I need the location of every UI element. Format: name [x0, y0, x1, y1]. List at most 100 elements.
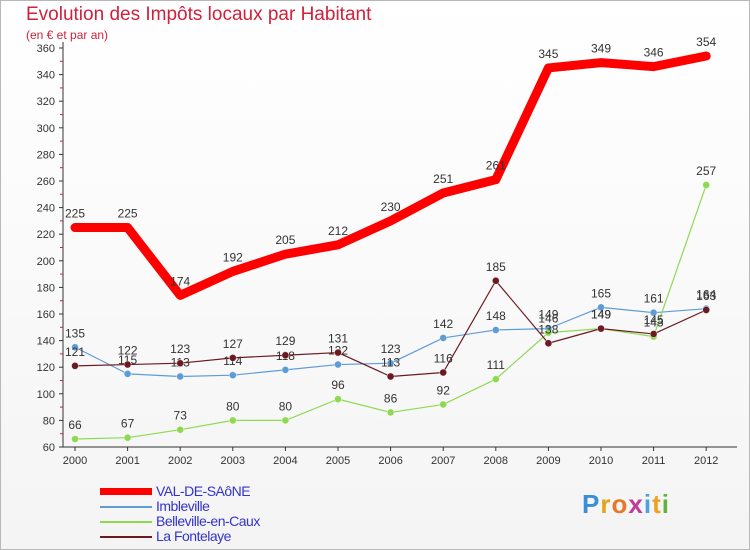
x-tick-label: 2010 — [589, 455, 613, 467]
data-label: 149 — [538, 308, 558, 322]
data-label: 212 — [328, 224, 348, 238]
data-point — [281, 351, 290, 360]
x-tick-label: 2012 — [694, 455, 718, 467]
legend-label: Imbleville — [156, 498, 210, 514]
data-point — [439, 368, 448, 377]
logo-letter: r — [600, 489, 612, 519]
x-tick-label: 2011 — [642, 455, 666, 467]
data-point — [649, 330, 658, 338]
legend-item-val-de-saone[interactable]: VAL-DE-SAôNE — [100, 484, 360, 499]
data-label: 346 — [644, 46, 664, 60]
data-label: 192 — [223, 250, 243, 264]
data-label: 349 — [591, 42, 611, 56]
data-label: 143 — [644, 316, 664, 330]
data-label: 127 — [223, 337, 243, 351]
data-point — [123, 433, 132, 442]
data-point — [597, 324, 605, 333]
logo-letter: i — [643, 489, 653, 519]
data-label: 92 — [437, 383, 451, 397]
data-label: 257 — [696, 164, 716, 178]
data-point — [544, 328, 553, 337]
data-point — [702, 181, 711, 189]
chart-subtitle: (en € et par an) — [26, 28, 109, 42]
x-tick-label: 2009 — [536, 455, 560, 467]
y-tick-label: 140 — [37, 336, 55, 348]
y-tick-label: 60 — [43, 442, 55, 454]
legend-item-belleville-en-caux[interactable]: Belleville-en-Caux — [100, 514, 360, 529]
y-tick-label: 160 — [37, 309, 55, 321]
data-point — [229, 371, 237, 379]
logo-letter: o — [611, 489, 629, 519]
logo-letter: i — [661, 489, 670, 519]
data-point — [702, 306, 711, 314]
legend-swatch — [100, 488, 152, 495]
data-point — [123, 360, 132, 369]
data-label: 66 — [68, 418, 82, 432]
legend-swatch — [100, 521, 152, 523]
data-label: 123 — [170, 342, 190, 356]
data-label: 138 — [538, 322, 558, 336]
data-label: 115 — [118, 353, 137, 367]
legend-label: La Fontelaye — [156, 528, 231, 544]
data-label: 164 — [696, 288, 716, 302]
data-label: 80 — [226, 399, 240, 413]
data-label: 225 — [118, 207, 138, 221]
logo-letter: t — [652, 489, 662, 519]
data-point — [229, 354, 237, 362]
x-tick-label: 2002 — [168, 455, 192, 467]
data-point — [334, 360, 342, 369]
data-point — [71, 435, 79, 443]
data-label: 174 — [170, 274, 190, 288]
data-label: 116 — [434, 352, 453, 366]
data-point — [123, 370, 132, 378]
data-point — [649, 308, 658, 317]
y-tick-label: 280 — [37, 149, 55, 161]
legend-item-la-fontelaye[interactable]: La Fontelaye — [100, 529, 360, 544]
x-tick-label: 2008 — [484, 455, 508, 467]
data-point — [176, 425, 184, 434]
data-point — [597, 303, 605, 312]
data-point — [439, 400, 448, 409]
data-point — [334, 348, 342, 357]
data-point — [176, 372, 184, 381]
y-tick-label: 120 — [37, 362, 55, 374]
data-label: 67 — [121, 417, 135, 431]
x-tick-label: 2007 — [431, 455, 455, 467]
data-label: 185 — [486, 260, 506, 274]
data-label: 163 — [696, 289, 716, 303]
data-label: 149 — [591, 308, 611, 322]
series-line — [70, 51, 711, 300]
data-point — [491, 375, 500, 383]
data-label: 113 — [381, 356, 400, 370]
data-label: 345 — [538, 47, 558, 61]
data-point — [491, 326, 500, 334]
y-tick-label: 220 — [37, 229, 55, 241]
data-label: 142 — [433, 317, 453, 331]
x-tick-label: 2005 — [326, 455, 350, 467]
legend: VAL-DE-SAôNE Imbleville Belleville-en-Ca… — [100, 484, 360, 544]
data-label: 121 — [65, 345, 85, 359]
legend-swatch — [100, 536, 152, 538]
data-label: 146 — [538, 312, 558, 326]
legend-label: Belleville-en-Caux — [156, 513, 260, 529]
data-point — [71, 343, 79, 352]
data-label: 165 — [591, 286, 611, 300]
data-label: 135 — [65, 326, 85, 340]
y-tick-label: 260 — [37, 176, 55, 188]
data-label: 122 — [118, 344, 138, 358]
legend-item-imbleville[interactable]: Imbleville — [100, 499, 360, 514]
x-tick-label: 2004 — [273, 455, 297, 467]
data-point — [386, 359, 395, 368]
legend-label: VAL-DE-SAôNE — [156, 483, 251, 499]
y-tick-label: 240 — [37, 203, 55, 215]
data-label: 145 — [644, 313, 664, 327]
y-tick-label: 200 — [37, 256, 55, 268]
data-label: 123 — [381, 342, 401, 356]
data-point — [491, 276, 500, 285]
data-label: 149 — [591, 308, 611, 322]
data-point — [281, 366, 290, 374]
data-label: 354 — [696, 35, 716, 49]
data-label: 86 — [384, 391, 398, 405]
logo-letter: P — [582, 489, 601, 519]
